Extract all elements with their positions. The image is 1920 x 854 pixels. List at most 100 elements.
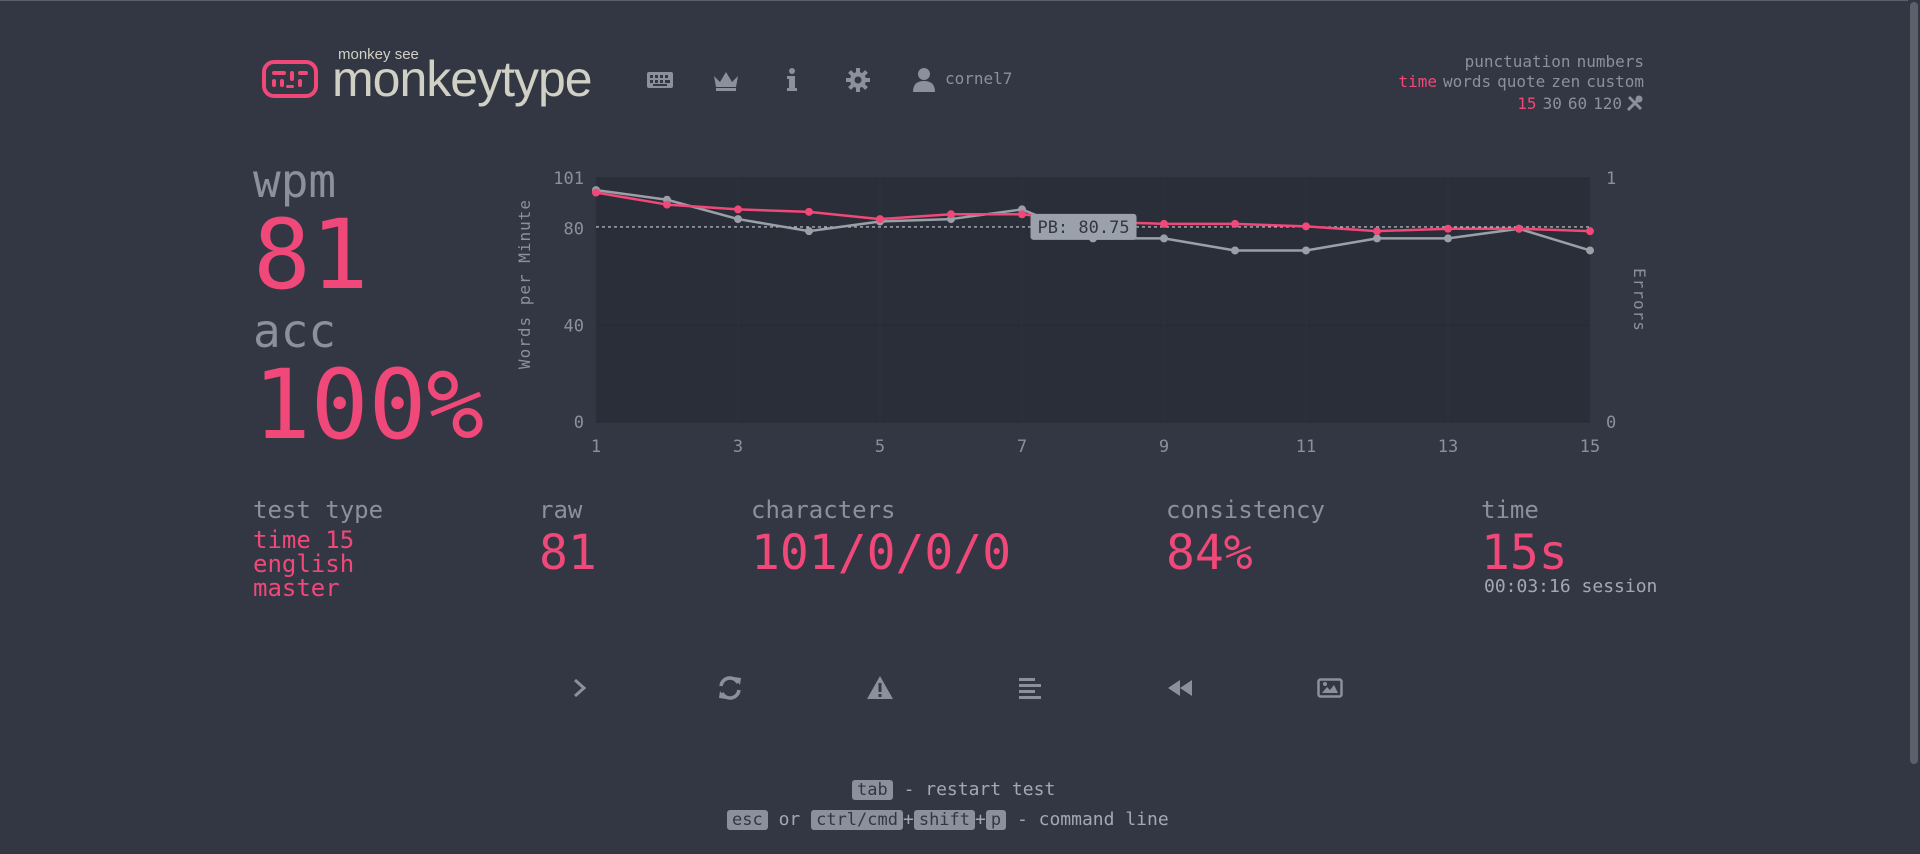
- wpm-series-point: [1373, 227, 1381, 236]
- mode-quote[interactable]: quote: [1497, 72, 1546, 91]
- config-row-durations: 15 30 60 120: [1511, 94, 1644, 113]
- consistency-label: consistency: [1166, 496, 1325, 524]
- word-history-icon[interactable]: [1010, 670, 1050, 706]
- wpm-series-point: [1160, 219, 1168, 228]
- raw-series-point: [1444, 234, 1452, 243]
- key-tab: tab: [852, 780, 893, 800]
- raw-series-point: [805, 227, 813, 236]
- logo-text[interactable]: monkeytype: [332, 51, 593, 107]
- wpm-series-point: [1018, 210, 1026, 219]
- wpm-series-point: [663, 200, 671, 209]
- hint-restart: tab - restart test: [852, 779, 1055, 800]
- wpm-series-point: [592, 188, 600, 197]
- y-tick-label: 80: [564, 220, 584, 240]
- test-type-label: test type: [253, 496, 384, 524]
- pb-label: PB: 80.75: [1037, 218, 1129, 238]
- duration-15[interactable]: 15: [1517, 94, 1537, 113]
- key-p: p: [985, 810, 1007, 830]
- pb-label-box: [1030, 213, 1137, 240]
- toggle-punctuation[interactable]: punctuation: [1464, 52, 1571, 71]
- next-test-icon[interactable]: [560, 670, 600, 706]
- test-type-difficulty: master: [253, 574, 340, 602]
- y-tick-label: 40: [564, 316, 584, 336]
- screenshot-icon[interactable]: [1310, 670, 1350, 706]
- hint-or: or: [778, 809, 801, 830]
- mode-words[interactable]: words: [1442, 72, 1492, 91]
- logo-tagline: monkey see: [338, 46, 419, 63]
- hint-restart-text: - restart test: [903, 779, 1056, 800]
- wpm-series-point: [876, 215, 884, 224]
- gear-icon[interactable]: [843, 65, 873, 95]
- duration-30[interactable]: 30: [1542, 94, 1562, 113]
- duration-60[interactable]: 60: [1567, 94, 1588, 113]
- raw-series-point: [1160, 234, 1168, 243]
- chart-ylabel: Words per Minute: [515, 199, 534, 369]
- wpm-series-point: [805, 207, 813, 216]
- wpm-value: 81: [253, 199, 369, 311]
- time-label: time: [1481, 496, 1539, 524]
- chart-y2label: Errors: [1630, 268, 1649, 332]
- wpm-series-point: [1444, 224, 1452, 233]
- logo-icon[interactable]: [262, 60, 318, 98]
- y2-tick-label: 0: [1606, 413, 1616, 433]
- characters-value: 101/0/0/0: [751, 525, 1012, 581]
- page-scrollbar[interactable]: [1908, 0, 1920, 854]
- y-tick-label: 101: [553, 169, 584, 189]
- test-type-mode: time 15: [253, 526, 355, 554]
- x-tick-label: 3: [733, 437, 743, 457]
- x-tick-label: 7: [1017, 437, 1027, 457]
- x-tick-label: 5: [875, 437, 885, 457]
- x-tick-label: 15: [1580, 437, 1600, 457]
- key-esc: esc: [727, 810, 768, 830]
- config-row-toggles: punctuation numbers: [1459, 52, 1644, 71]
- wpm-series-point: [947, 210, 955, 219]
- test-type-value: time 15 english master: [253, 528, 354, 600]
- session-time: 00:03:16 session: [1484, 576, 1658, 597]
- info-icon[interactable]: [777, 65, 807, 95]
- hint-plus: +: [902, 809, 914, 830]
- x-tick-label: 11: [1296, 437, 1316, 457]
- mode-zen[interactable]: zen: [1551, 72, 1581, 91]
- raw-series-point: [1302, 246, 1310, 255]
- wpm-series-point: [1515, 224, 1523, 233]
- raw-label: raw: [539, 496, 583, 524]
- wpm-label: wpm: [253, 154, 337, 208]
- x-tick-label: 9: [1159, 437, 1169, 457]
- mode-custom[interactable]: custom: [1586, 72, 1644, 91]
- test-type-language: english: [253, 550, 355, 578]
- acc-value: 100%: [253, 349, 485, 461]
- wpm-series-point: [1302, 222, 1310, 231]
- time-value: 15s: [1481, 525, 1568, 581]
- crown-icon[interactable]: [711, 65, 741, 95]
- replay-icon[interactable]: [1160, 670, 1200, 706]
- keyboard-icon[interactable]: [645, 65, 675, 95]
- wpm-series-point: [1231, 219, 1239, 228]
- scrollbar-thumb[interactable]: [1910, 2, 1918, 764]
- raw-series-point: [734, 215, 742, 224]
- config-row-modes: time words quote zen custom: [1392, 72, 1644, 91]
- toggle-numbers[interactable]: numbers: [1576, 52, 1644, 71]
- wpm-series-point: [734, 205, 742, 214]
- user-icon[interactable]: [909, 65, 939, 95]
- wpm-series-point: [1586, 227, 1594, 236]
- y2-tick-label: 1: [1606, 169, 1616, 189]
- key-ctrl-cmd: ctrl/cmd: [811, 810, 903, 830]
- consistency-value: 84%: [1166, 525, 1253, 581]
- mode-time[interactable]: time: [1398, 72, 1437, 91]
- raw-series-point: [1231, 246, 1239, 255]
- hint-plus: +: [975, 809, 986, 830]
- key-shift: shift: [913, 810, 976, 830]
- characters-label: characters: [751, 496, 896, 524]
- raw-value: 81: [539, 525, 597, 581]
- warning-icon[interactable]: [860, 670, 900, 706]
- duration-120[interactable]: 120: [1593, 94, 1622, 113]
- restart-icon[interactable]: [710, 670, 750, 706]
- y-tick-label: 0: [574, 413, 584, 433]
- wrench-icon[interactable]: [1626, 95, 1644, 111]
- x-tick-label: 13: [1438, 437, 1458, 457]
- username[interactable]: cornel7: [945, 69, 1013, 88]
- x-tick-label: 1: [591, 437, 601, 457]
- raw-series-point: [1586, 246, 1594, 255]
- raw-series-point: [1373, 234, 1381, 243]
